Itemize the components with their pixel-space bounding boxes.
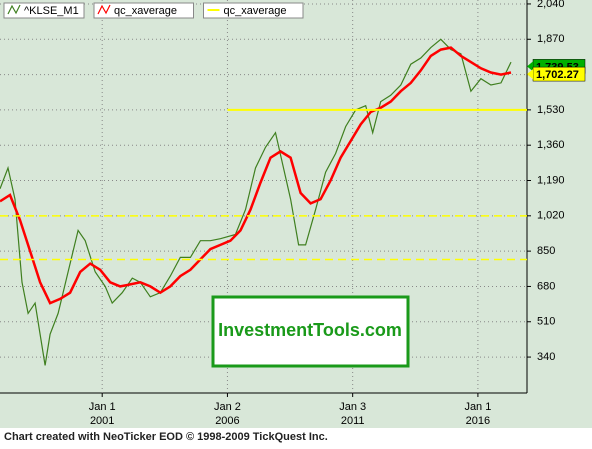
x-tick-label: Jan 1: [464, 401, 491, 413]
y-tick-label: 1,190: [537, 174, 565, 186]
watermark: InvestmentTools.com: [218, 320, 402, 340]
legend-label: qc_xaverage: [114, 5, 177, 17]
plot: [0, 0, 527, 393]
y-tick-label: 680: [537, 280, 555, 292]
footer: Chart created with NeoTicker EOD © 1998-…: [4, 431, 328, 443]
x-tick-year: 2006: [215, 415, 239, 427]
legend-item: qc_xaverage: [93, 2, 194, 19]
last-value-arrow: [527, 69, 533, 80]
y-tick-label: 2,040: [537, 0, 565, 10]
x-tick-year: 2001: [90, 415, 114, 427]
legend-item: qc_xaverage: [203, 2, 304, 19]
y-tick-label: 1,530: [537, 104, 565, 116]
y-tick-label: 1,360: [537, 139, 565, 151]
x-tick-label: Jan 2: [214, 401, 241, 413]
legend-item: ^KLSE_M1: [3, 2, 85, 19]
series-line: [0, 46, 512, 305]
y-tick-label: 850: [537, 245, 555, 257]
series-line: [0, 38, 512, 366]
x-tick-label: Jan 1: [89, 401, 116, 413]
legend-box: [203, 2, 304, 19]
last-value-label: 1,702.27: [536, 69, 579, 81]
legend-swatch: [7, 4, 21, 15]
legend-label: qc_xaverage: [224, 5, 287, 17]
x-tick-year: 2016: [466, 415, 490, 427]
watermark-box: [211, 295, 410, 368]
legend-box: [3, 2, 85, 19]
x-tick-year: 2011: [341, 415, 365, 427]
legend-swatch: [97, 4, 111, 15]
y-tick-label: 510: [537, 316, 555, 328]
y-tick-label: 340: [537, 351, 555, 363]
legend-box: [93, 2, 194, 19]
legend-label: ^KLSE_M1: [24, 5, 79, 17]
y-tick-label: 1,020: [537, 210, 565, 222]
x-tick-label: Jan 3: [339, 401, 366, 413]
y-tick-label: 1,870: [537, 33, 565, 45]
last-value-arrow: [527, 61, 533, 72]
